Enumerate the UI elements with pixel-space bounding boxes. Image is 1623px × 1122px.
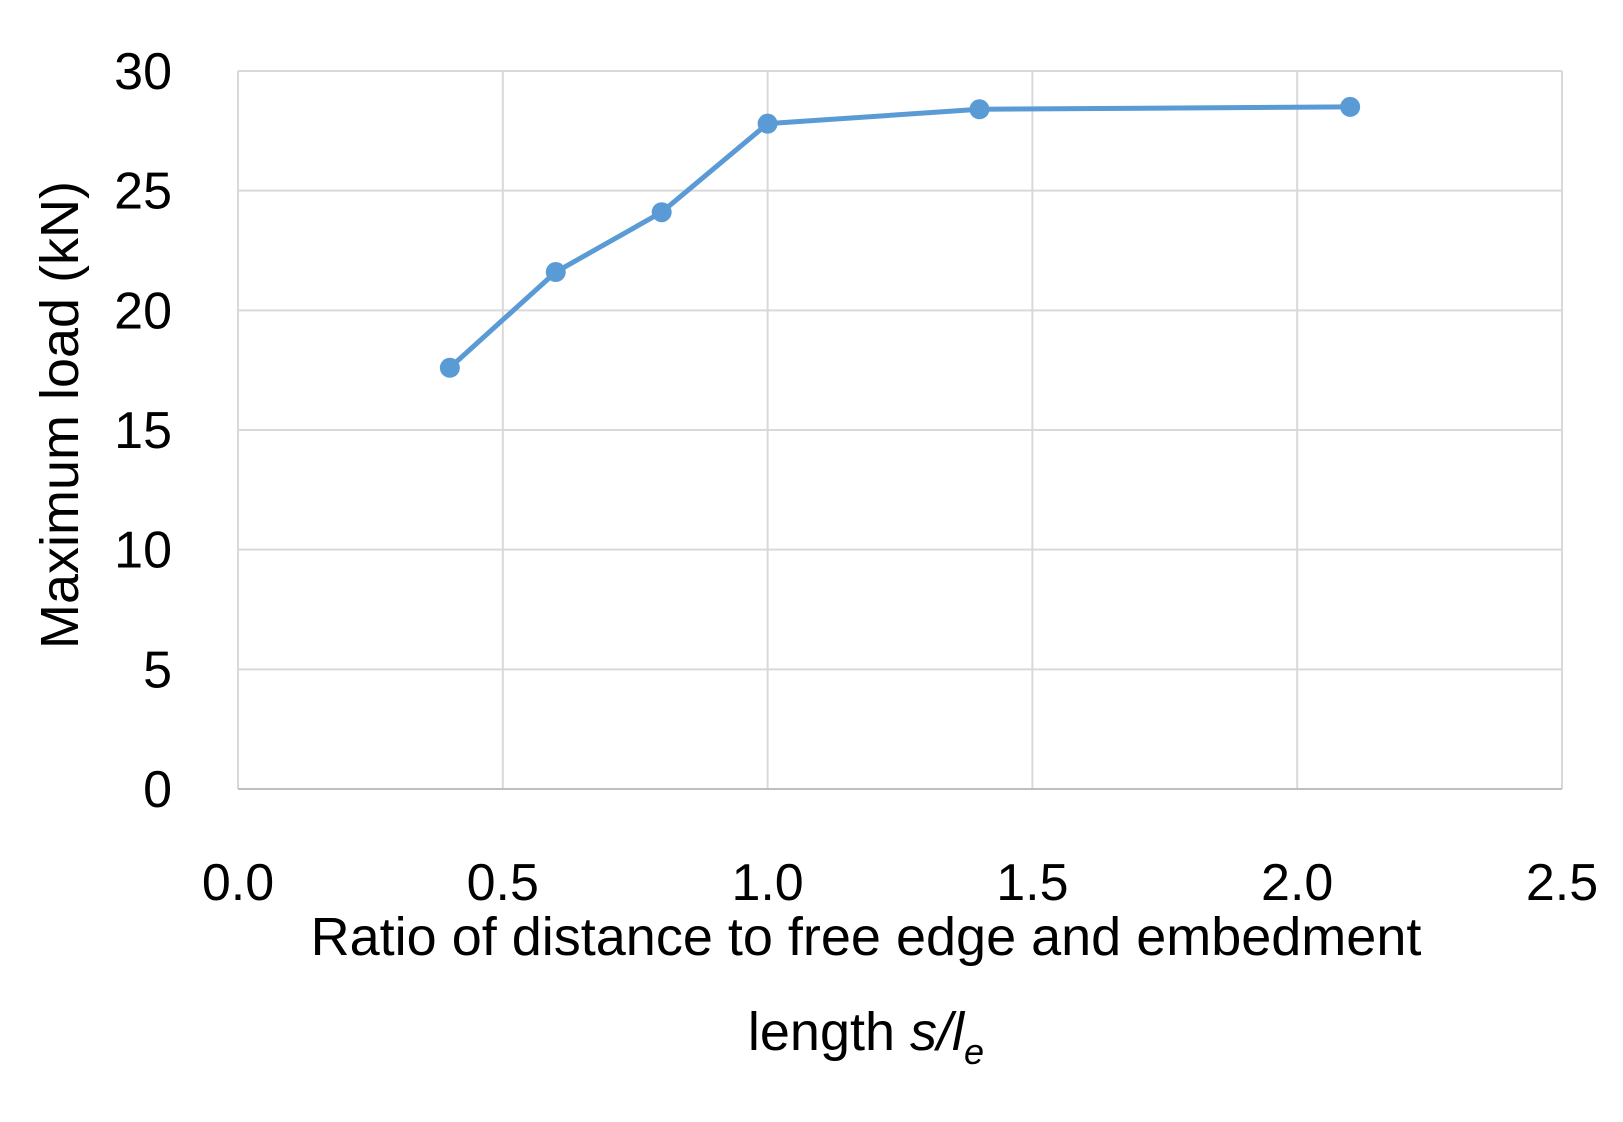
x-axis-title-symbol: s/l <box>910 1002 966 1062</box>
data-point <box>545 262 566 283</box>
x-tick-label: 2.5 <box>1526 854 1598 912</box>
data-point <box>651 202 672 223</box>
y-tick-label: 20 <box>114 282 172 340</box>
y-tick-label: 25 <box>114 163 172 221</box>
y-tick-label: 10 <box>114 522 172 580</box>
x-tick-label: 2.0 <box>1261 854 1333 912</box>
x-tick-labels: 0.0 0.5 1.0 1.5 2.0 2.5 <box>202 854 1598 912</box>
x-axis-title-subscript: e <box>964 1031 984 1072</box>
x-tick-label: 1.0 <box>731 854 803 912</box>
x-tick-label: 0.5 <box>467 854 539 912</box>
x-axis-title-line1: Ratio of distance to free edge and embed… <box>311 907 1422 967</box>
x-tick-label: 1.5 <box>996 854 1068 912</box>
data-point <box>757 113 778 134</box>
data-point <box>1340 96 1361 117</box>
y-tick-labels: 0 5 10 15 20 25 30 <box>114 43 172 819</box>
data-point <box>969 99 990 120</box>
y-tick-label: 0 <box>143 761 172 819</box>
gridlines <box>237 70 1563 789</box>
x-axis-title-prefix: length <box>748 1002 910 1062</box>
series-line-0 <box>447 104 1353 371</box>
x-tick-label: 0.0 <box>202 854 274 912</box>
series-group <box>439 96 1361 378</box>
data-point <box>439 357 460 378</box>
y-axis-title: Maximum load (kN) <box>30 181 90 649</box>
y-tick-label: 30 <box>114 43 172 101</box>
y-tick-label: 15 <box>114 402 172 460</box>
x-axis-title-line2: length s/le <box>748 1002 984 1072</box>
y-tick-label: 5 <box>143 641 172 699</box>
